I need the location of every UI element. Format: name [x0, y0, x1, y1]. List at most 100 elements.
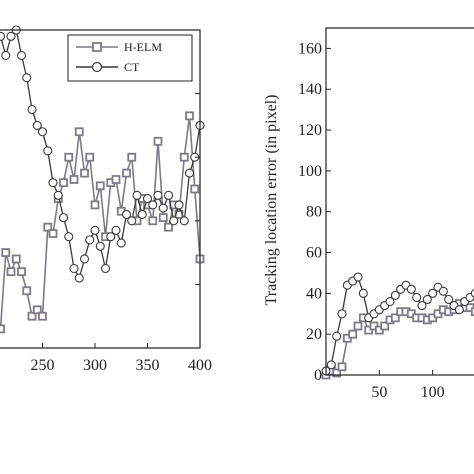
- data-point-ct: [64, 232, 74, 242]
- data-point-helm: [69, 175, 79, 184]
- data-point-ct: [111, 225, 121, 235]
- data-point-ct: [326, 360, 336, 370]
- data-point-helm: [43, 222, 53, 232]
- y-tick-label: 60: [306, 245, 322, 262]
- data-point-helm: [48, 229, 58, 238]
- x-tick-label: 350: [136, 357, 160, 374]
- y-tick-label: 160: [298, 40, 322, 57]
- data-point-helm: [11, 254, 21, 264]
- y-tick-label: 140: [298, 81, 322, 98]
- data-point-ct: [106, 232, 116, 242]
- legend-marker-ct: [91, 61, 103, 73]
- right-plot-frame: [325, 27, 474, 376]
- legend-label-ct: CT: [124, 60, 140, 74]
- data-point-helm: [27, 311, 37, 321]
- data-point-helm: [17, 267, 26, 277]
- data-point-helm: [348, 329, 358, 339]
- data-point-helm: [158, 213, 168, 223]
- data-point-helm: [185, 111, 194, 121]
- data-point-helm: [148, 216, 158, 226]
- data-point-ct: [163, 190, 174, 200]
- data-point-ct: [53, 190, 63, 200]
- data-point-ct: [137, 209, 147, 219]
- data-point-ct: [438, 286, 448, 296]
- data-point-ct: [412, 292, 422, 302]
- data-point-helm: [0, 324, 5, 334]
- data-point-ct: [90, 225, 100, 235]
- data-point-helm: [32, 305, 42, 315]
- legend-label-helm: H-ELM: [124, 40, 162, 54]
- data-point-ct: [153, 190, 163, 200]
- data-point-ct: [390, 290, 400, 300]
- data-point-ct: [406, 284, 416, 294]
- data-point-ct: [69, 263, 79, 274]
- data-point-helm: [22, 286, 32, 296]
- y-tick-label: 40: [306, 285, 322, 302]
- data-point-ct: [27, 104, 37, 115]
- data-point-ct: [169, 216, 179, 226]
- data-point-ct: [158, 203, 168, 213]
- data-point-helm: [332, 368, 342, 378]
- data-point-ct: [6, 31, 16, 41]
- data-point-ct: [428, 288, 438, 298]
- data-point-ct: [454, 305, 464, 315]
- data-point-helm: [337, 362, 347, 372]
- x-tick-label: 50: [371, 384, 387, 401]
- data-point-ct: [174, 200, 184, 210]
- data-point-ct: [37, 127, 48, 137]
- data-point-ct: [127, 216, 137, 226]
- data-point-helm: [127, 152, 137, 162]
- data-point-ct: [148, 200, 158, 210]
- data-point-helm: [74, 127, 84, 137]
- y-tick-label: 120: [298, 122, 322, 139]
- data-point-ct: [132, 190, 142, 200]
- x-tick-label: 300: [83, 357, 107, 374]
- data-point-helm: [390, 313, 400, 323]
- data-point-ct: [116, 238, 126, 248]
- data-point-ct: [95, 241, 105, 251]
- y-tick-label: 100: [298, 163, 322, 180]
- data-point-helm: [85, 152, 95, 162]
- data-point-ct: [179, 216, 189, 226]
- data-point-helm: [95, 181, 105, 191]
- data-point-helm: [164, 222, 173, 232]
- left-legend: H-ELM CT: [67, 34, 193, 82]
- data-point-helm: [380, 321, 390, 331]
- data-point-helm: [64, 152, 74, 162]
- data-point-ct: [32, 120, 42, 130]
- data-point-helm: [80, 168, 89, 178]
- data-point-helm: [179, 152, 189, 162]
- data-point-ct: [142, 193, 153, 204]
- left-plot-frame: [0, 29, 201, 349]
- data-point-ct: [337, 309, 347, 319]
- data-point-helm: [38, 311, 47, 321]
- y-tick-label: 20: [306, 326, 322, 343]
- legend-box: [67, 34, 193, 82]
- data-point-ct: [85, 235, 95, 245]
- data-point-helm: [90, 200, 100, 210]
- data-point-helm: [353, 321, 363, 331]
- y-tick-label: 0: [314, 367, 322, 384]
- data-point-ct: [43, 146, 53, 156]
- data-point-ct: [0, 31, 6, 41]
- x-tick-label: 400: [188, 357, 212, 374]
- data-point-helm: [59, 178, 68, 188]
- data-point-ct: [353, 272, 363, 282]
- right-chart-panel: 50 100 0 20 40 60 80 100 120 140 160 Tracking loca…: [263, 27, 474, 401]
- data-point-helm: [1, 248, 11, 258]
- x-tick-label: 250: [31, 357, 55, 374]
- data-point-helm: [122, 168, 131, 178]
- data-point-ct: [470, 289, 474, 298]
- data-point-ct: [100, 263, 111, 274]
- data-point-ct: [444, 294, 454, 305]
- data-point-ct: [385, 296, 395, 307]
- data-point-ct: [358, 288, 368, 298]
- right-y-axis-title: Tracking location error (in pixel): [263, 95, 280, 306]
- data-point-ct: [332, 331, 342, 341]
- data-point-ct: [22, 73, 32, 83]
- data-point-helm: [111, 175, 121, 184]
- data-point-ct: [48, 178, 58, 188]
- data-point-ct: [58, 213, 69, 223]
- data-point-ct: [79, 254, 90, 264]
